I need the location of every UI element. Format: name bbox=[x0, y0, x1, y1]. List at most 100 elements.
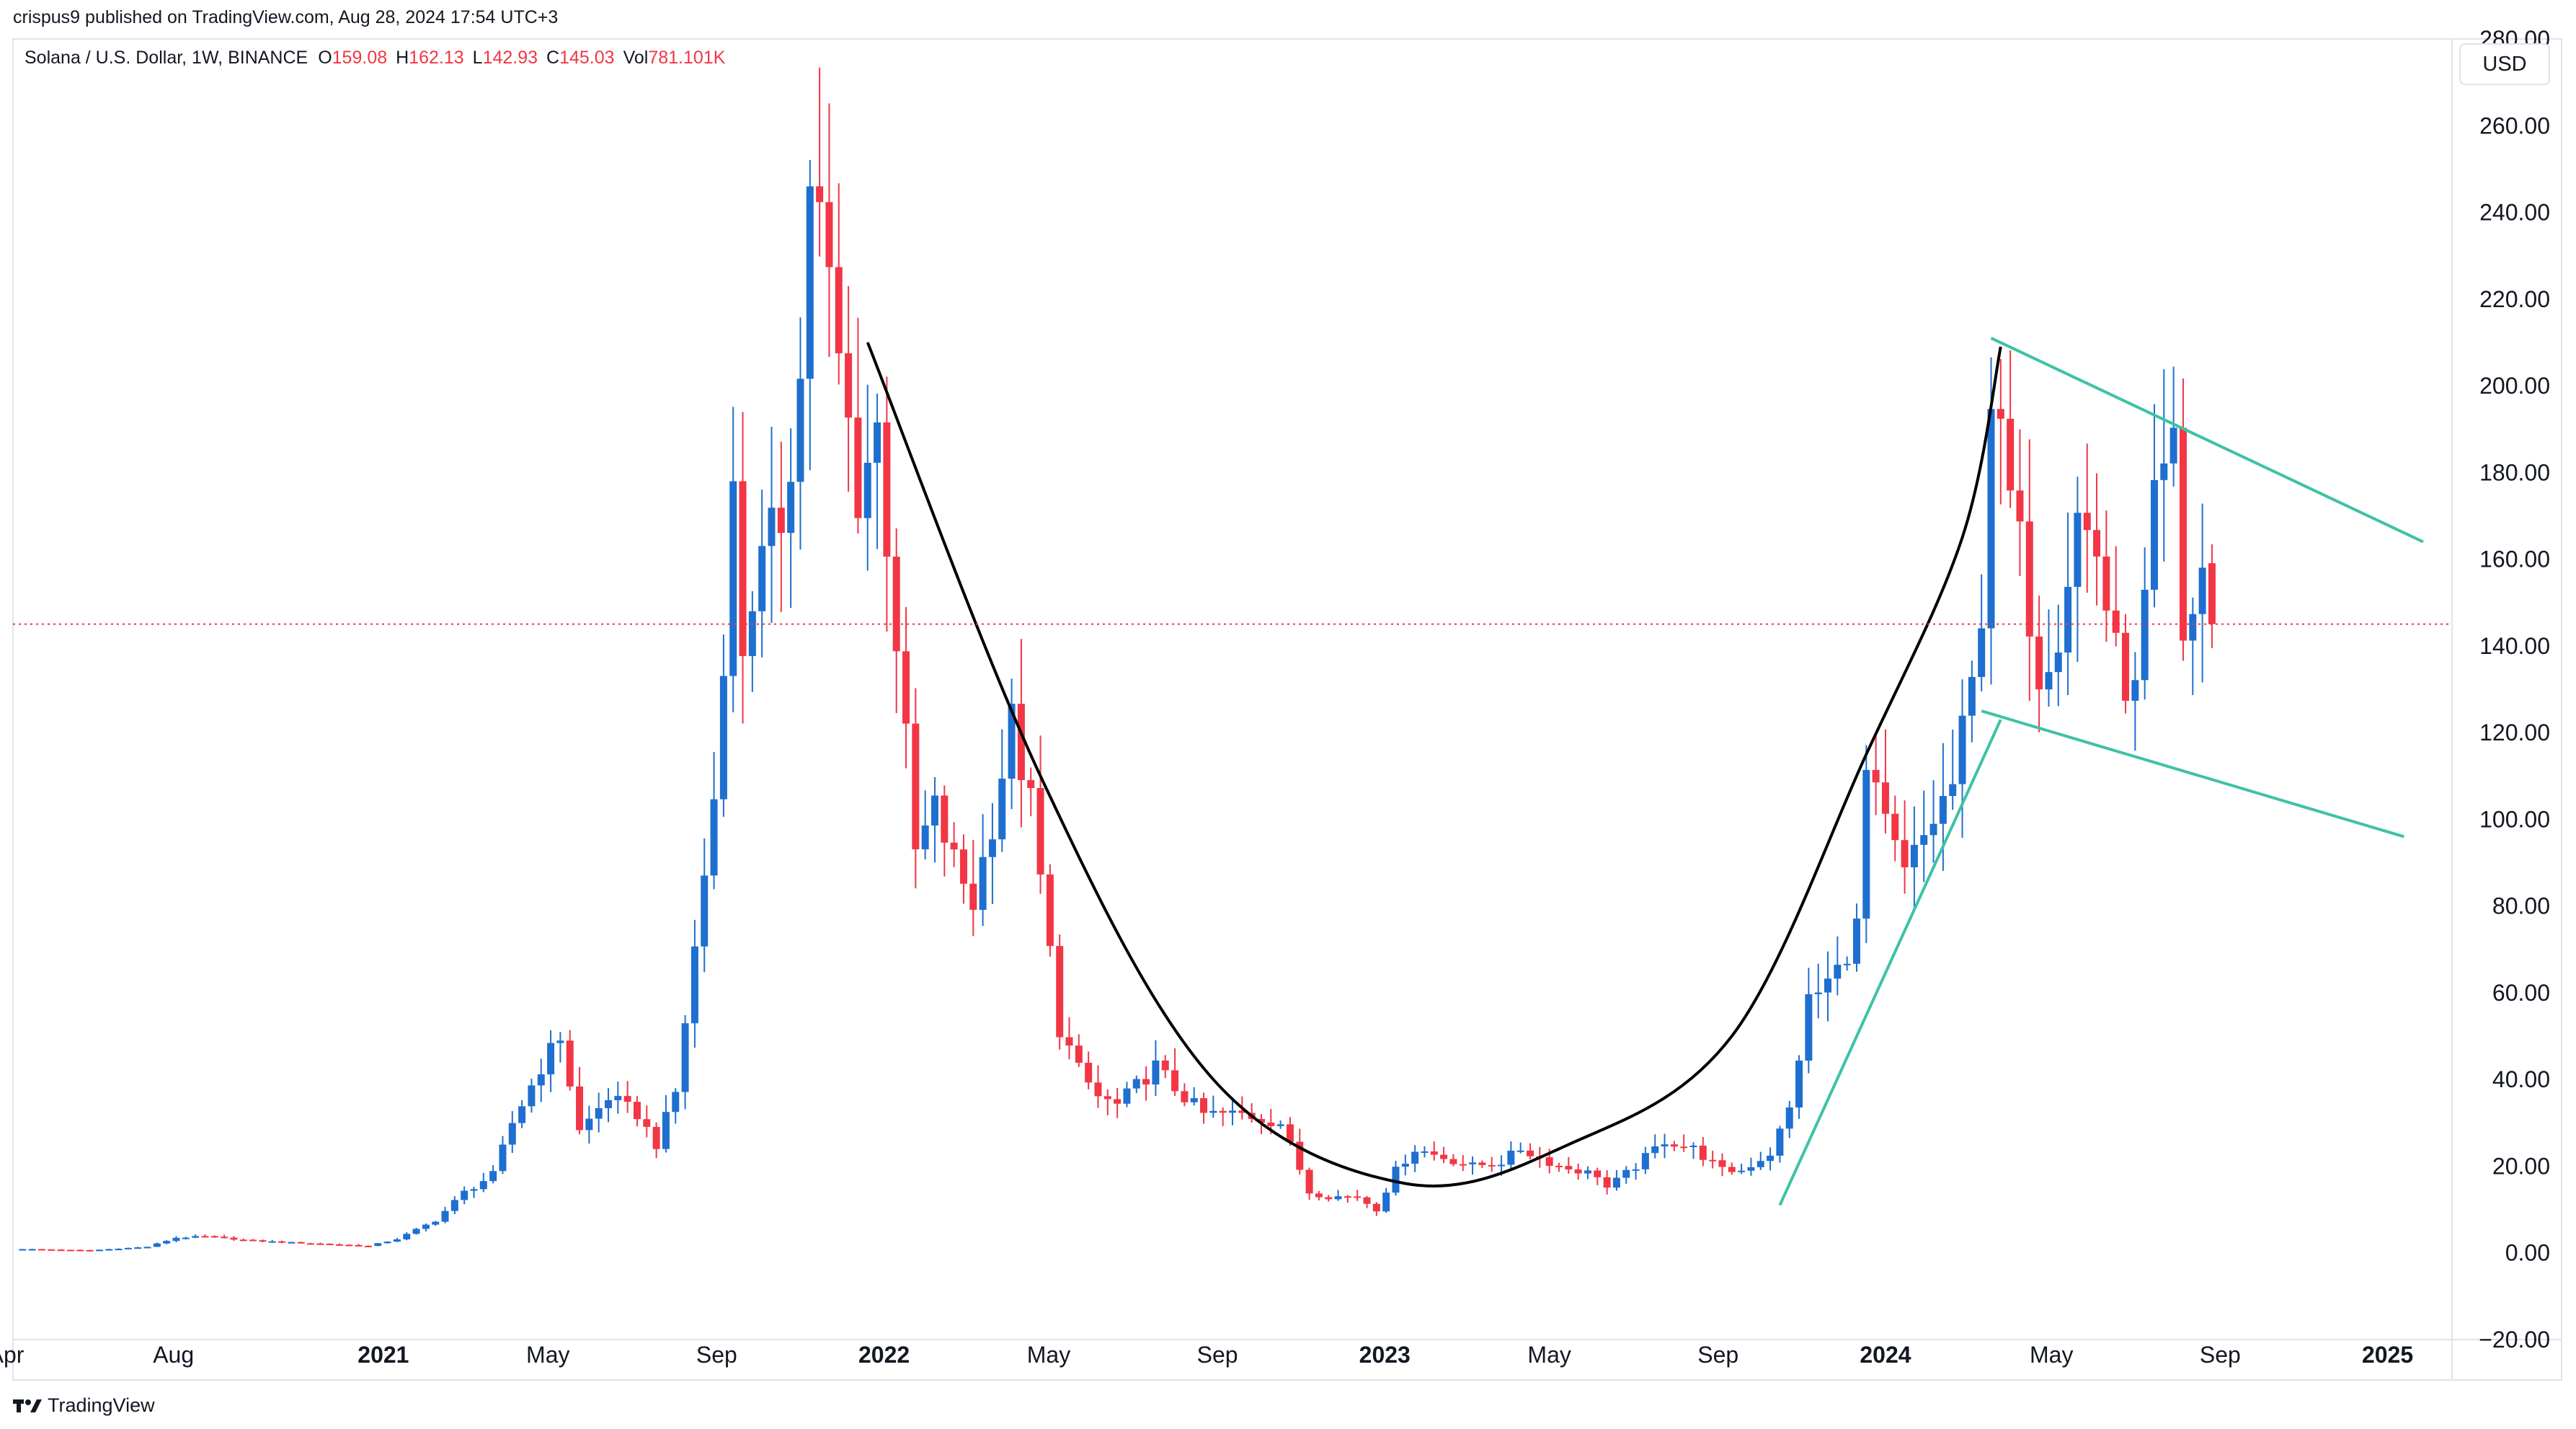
candle-body bbox=[2160, 463, 2168, 480]
candle-body bbox=[902, 651, 910, 724]
candle-body bbox=[1699, 1145, 1707, 1160]
candles bbox=[19, 67, 2216, 1252]
candle-body bbox=[422, 1224, 430, 1229]
x-tick-label: Sep bbox=[2200, 1342, 2241, 1368]
candle-body bbox=[1065, 1037, 1073, 1046]
candle-body bbox=[201, 1236, 209, 1238]
candle-body bbox=[1305, 1169, 1313, 1194]
cup-curve bbox=[866, 342, 2002, 1188]
candle-body bbox=[1632, 1169, 1640, 1171]
candle-body bbox=[537, 1074, 545, 1086]
candle-body bbox=[37, 1249, 45, 1251]
high-value: 162.13 bbox=[409, 48, 464, 68]
x-tick-label: 2025 bbox=[2362, 1342, 2413, 1368]
candle-body bbox=[1343, 1196, 1351, 1198]
x-tick-label: May bbox=[526, 1342, 569, 1368]
candle-body bbox=[1488, 1164, 1496, 1167]
candle-body bbox=[2074, 513, 2082, 587]
candle-body bbox=[1008, 704, 1016, 779]
candle-body bbox=[777, 508, 785, 534]
candle-body bbox=[28, 1249, 36, 1251]
candle-body bbox=[835, 267, 843, 354]
candle-body bbox=[1709, 1159, 1717, 1162]
x-tick-label: Sep bbox=[1697, 1342, 1738, 1368]
currency-button[interactable]: USD bbox=[2459, 43, 2550, 85]
candle-body bbox=[863, 462, 871, 518]
candle-body bbox=[1651, 1146, 1659, 1154]
y-tick-label: −20.00 bbox=[2479, 1327, 2550, 1353]
candle-body bbox=[2189, 614, 2197, 641]
candle-body bbox=[288, 1242, 296, 1244]
candle-body bbox=[335, 1244, 343, 1246]
candle-body bbox=[566, 1040, 574, 1087]
candle-body bbox=[2083, 513, 2091, 531]
candle-body bbox=[1315, 1193, 1323, 1198]
candle-body bbox=[979, 857, 987, 910]
candle-body bbox=[796, 379, 804, 482]
candle-body bbox=[883, 422, 891, 557]
candle-body bbox=[1286, 1124, 1294, 1142]
candle-body bbox=[461, 1190, 468, 1200]
candle-body bbox=[1728, 1167, 1736, 1172]
candle-body bbox=[2007, 418, 2015, 491]
candle-body bbox=[1152, 1060, 1160, 1085]
candle-body bbox=[1920, 835, 1928, 845]
candle-body bbox=[1843, 963, 1851, 965]
candle-body bbox=[124, 1247, 132, 1249]
candle-body bbox=[1430, 1151, 1438, 1155]
candle-body bbox=[1459, 1164, 1467, 1166]
candle-body bbox=[1229, 1110, 1236, 1113]
y-tick-label: 160.00 bbox=[2479, 547, 2550, 572]
candle-body bbox=[1594, 1170, 1602, 1177]
candle-body bbox=[787, 482, 795, 534]
candle-body bbox=[2064, 586, 2072, 653]
low-label: L bbox=[472, 48, 483, 68]
candle-body bbox=[528, 1085, 536, 1107]
candle-body bbox=[1776, 1128, 1784, 1156]
candle-body bbox=[259, 1240, 267, 1242]
tradingview-logo[interactable]: TradingView bbox=[13, 1394, 155, 1417]
candle-body bbox=[239, 1239, 247, 1242]
candle-body bbox=[1036, 787, 1044, 875]
candle-body bbox=[547, 1043, 555, 1075]
candle-body bbox=[278, 1241, 286, 1243]
chart-frame bbox=[12, 38, 2562, 1381]
x-axis[interactable]: Apr Aug 2021 May Sep 2022 May Sep 2023 May Sep 2024… bbox=[0, 1342, 2413, 1368]
candle-body bbox=[143, 1247, 151, 1249]
candle-body bbox=[595, 1108, 603, 1119]
candle-body bbox=[806, 186, 814, 379]
candle-body bbox=[1881, 782, 1889, 814]
candle-body bbox=[710, 799, 718, 876]
x-tick-label: May bbox=[2030, 1342, 2073, 1368]
candle-body bbox=[816, 186, 824, 203]
candle-body bbox=[1862, 769, 1870, 919]
candle-body bbox=[48, 1249, 55, 1251]
candle-body bbox=[403, 1234, 411, 1239]
candle-body bbox=[556, 1040, 564, 1043]
candle-body bbox=[470, 1189, 478, 1191]
y-tick-label: 140.00 bbox=[2479, 633, 2550, 659]
candle-body bbox=[941, 795, 949, 843]
candle-body bbox=[1516, 1150, 1524, 1152]
candle-body bbox=[432, 1221, 440, 1225]
candle-body bbox=[355, 1244, 363, 1247]
candle-body bbox=[2122, 632, 2130, 701]
candle-body bbox=[1661, 1144, 1669, 1147]
close-value: 145.03 bbox=[559, 48, 615, 68]
candle-body bbox=[172, 1237, 180, 1242]
y-axis[interactable]: −20.00 0.00 20.00 40.00 60.00 80.00 100.00 120.… bbox=[2479, 26, 2550, 1353]
candle-body bbox=[1276, 1124, 1284, 1126]
candle-body bbox=[326, 1244, 334, 1246]
candle-body bbox=[1565, 1166, 1573, 1169]
candle-body bbox=[1891, 813, 1899, 841]
candle-body bbox=[210, 1236, 218, 1238]
candle-body bbox=[1939, 796, 1947, 824]
candle-body bbox=[230, 1237, 238, 1240]
tradingview-logo-icon bbox=[13, 1399, 42, 1412]
candle-body bbox=[701, 875, 709, 947]
high-label: H bbox=[396, 48, 409, 68]
candle-body bbox=[134, 1247, 142, 1249]
candle-body bbox=[1449, 1159, 1457, 1164]
candle-body bbox=[758, 546, 766, 611]
